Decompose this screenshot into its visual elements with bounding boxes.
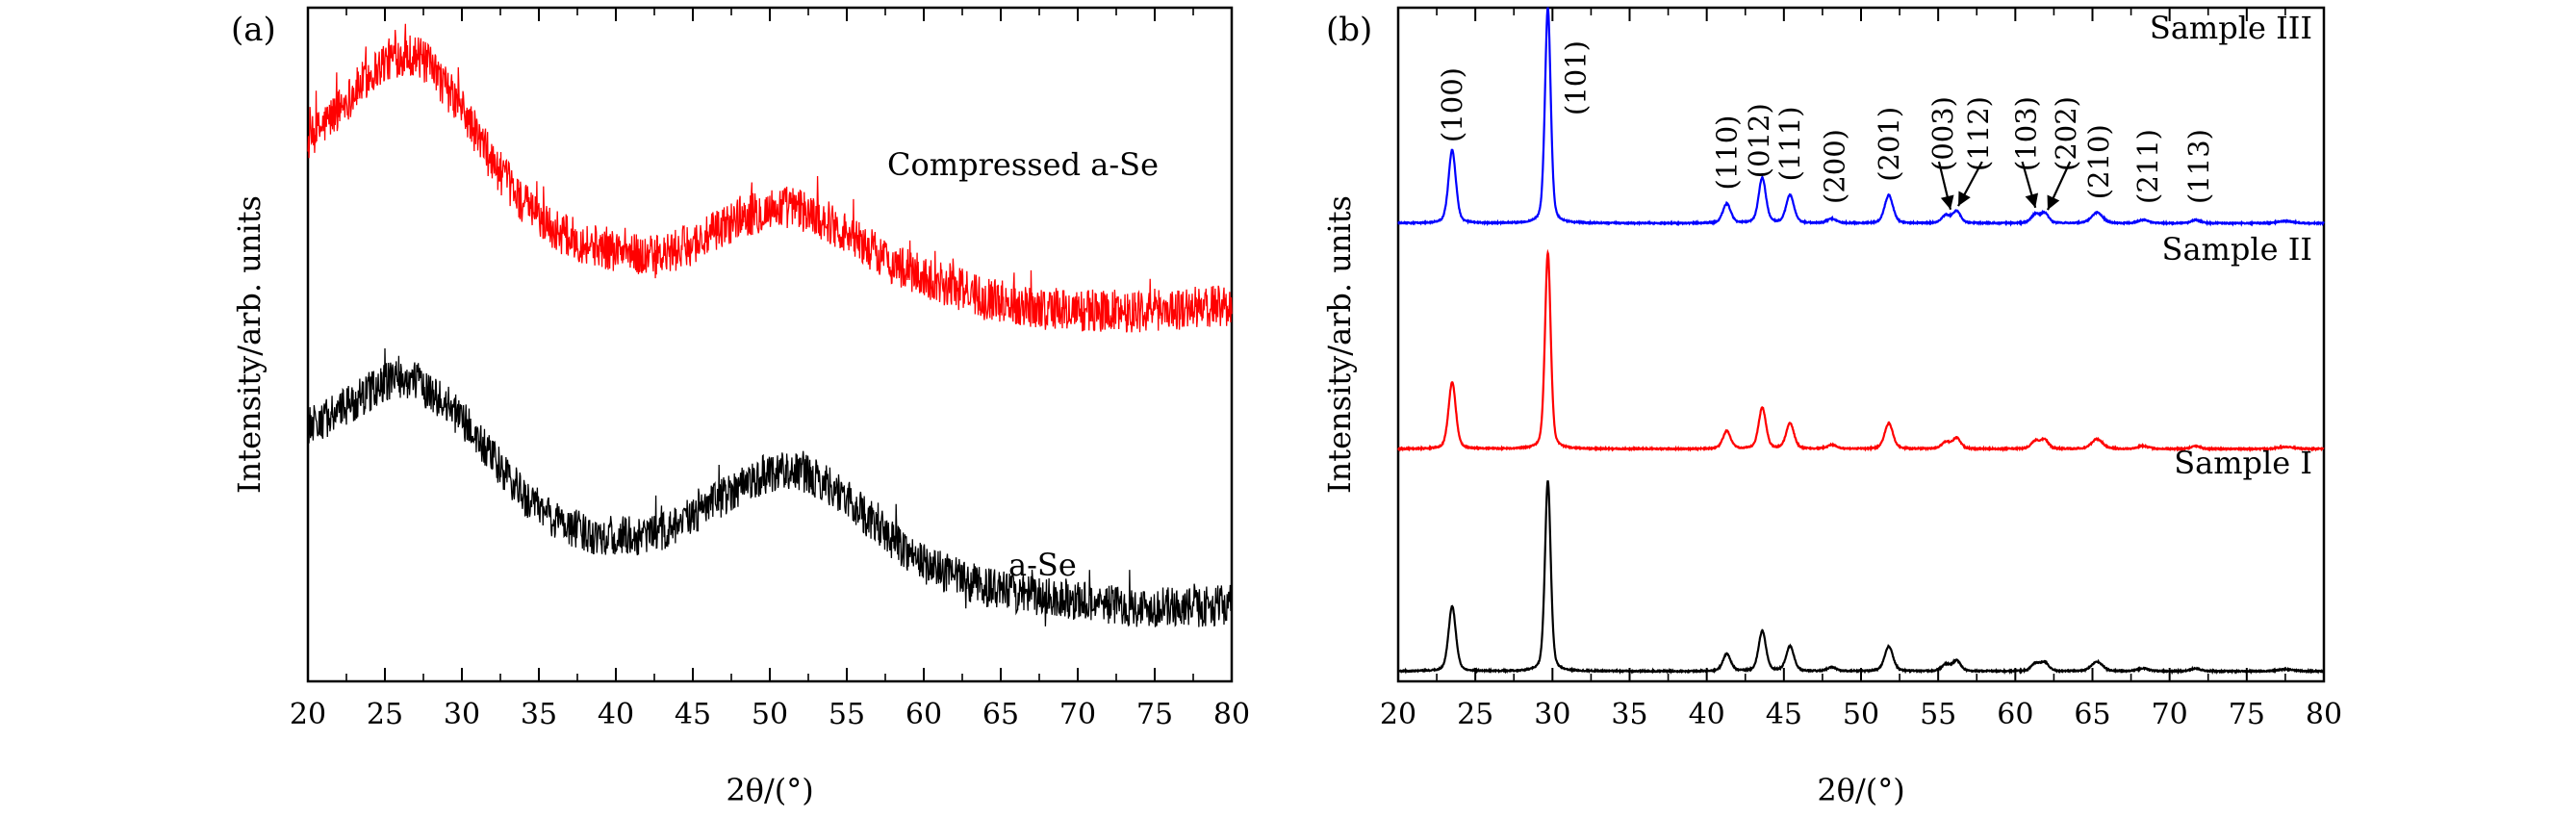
series-line-sample-i [1397,480,2325,676]
series-label-a-se: a-Se [1008,547,1077,583]
x-tick-label: 30 [1534,698,1570,731]
hkl-label: (202) [2050,96,2082,171]
series-line-compressed-a-se [307,23,1233,333]
x-ticks-a: 20 25 30 35 40 45 50 55 60 65 70 75 80 [290,8,1250,731]
x-tick-label: 65 [2074,698,2110,731]
hkl-label: (101) [1559,40,1592,115]
hkl-annotations: (100) (101) (110) (012)(111) (200) (201) (003)… [1436,40,2215,211]
panel-a: 20 25 30 35 40 45 50 55 60 65 70 75 80 (a) Intensity… [231,6,1250,808]
hkl-label: (201) [1873,107,1905,182]
series-label-sample-ii: Sample II [2162,231,2312,268]
series-label-sample-i: Sample I [2174,445,2312,481]
x-tick-label: 50 [1843,698,1879,731]
x-tick-label: 55 [1920,698,1956,731]
x-tick-label: 75 [2229,698,2265,731]
hkl-label: (103) [2010,96,2043,171]
y-axis-label-a: Intensity/arb. units [231,195,268,494]
series-line-sample-iii [1397,7,2325,227]
x-axis-label-b: 2θ/(°) [1817,772,1904,808]
hkl-label: (112) [1962,96,1995,171]
x-tick-label: 20 [290,698,326,731]
panel-b: 20 25 30 35 40 45 50 55 60 65 70 75 80 (100) (101) (11… [1321,6,2342,808]
plot-frame-a [306,6,1234,683]
x-tick-label: 70 [1059,698,1096,731]
x-tick-label: 45 [1766,698,1802,731]
x-tick-label: 80 [1213,698,1250,731]
x-tick-label: 35 [521,698,557,731]
y-axis-label-b: Intensity/arb. units [1321,195,1358,494]
series-label-sample-iii: Sample III [2150,10,2312,46]
x-tick-label: 40 [598,698,634,731]
panel-label-a: (a) [231,11,276,49]
x-axis-label-a: 2θ/(°) [726,772,813,808]
hkl-label: (111) [1773,106,1806,181]
arrow-head-icon [2025,192,2039,208]
x-tick-label: 50 [752,698,788,731]
x-tick-label: 75 [1136,698,1173,731]
plot-frame-b [1396,6,2326,683]
series-label-compressed-a-se: Compressed a-Se [887,146,1159,183]
arrow-head-icon [1940,194,1954,210]
hkl-label: (211) [2131,129,2164,204]
series-line-a-se [307,348,1233,627]
x-tick-label: 80 [2306,698,2342,731]
x-tick-label: 25 [1457,698,1493,731]
arrow-head-icon [2047,194,2060,211]
panel-label-b: (b) [1326,11,1372,49]
hkl-label: (012) [1743,103,1775,178]
x-tick-label: 65 [982,698,1019,731]
hkl-label: (113) [2182,129,2215,204]
x-tick-label: 45 [675,698,711,731]
series-group-a [307,23,1233,627]
x-tick-label: 70 [2152,698,2188,731]
hkl-label: (003) [1926,96,1959,171]
x-tick-label: 60 [905,698,942,731]
hkl-label: (110) [1711,115,1744,191]
hkl-label: (100) [1436,67,1468,142]
x-tick-label: 60 [1997,698,2033,731]
x-tick-label: 40 [1689,698,1725,731]
hkl-label: (210) [2082,124,2115,199]
x-tick-label: 55 [829,698,865,731]
series-group-b [1397,7,2325,676]
x-tick-label: 20 [1380,698,1416,731]
hkl-label: (200) [1819,129,1851,204]
x-ticks-b: 20 25 30 35 40 45 50 55 60 65 70 75 80 [1380,8,2342,731]
x-tick-label: 35 [1611,698,1647,731]
x-tick-label: 25 [367,698,403,731]
arrow-head-icon [1958,191,1971,207]
x-tick-label: 30 [444,698,480,731]
series-line-sample-ii [1397,248,2325,453]
